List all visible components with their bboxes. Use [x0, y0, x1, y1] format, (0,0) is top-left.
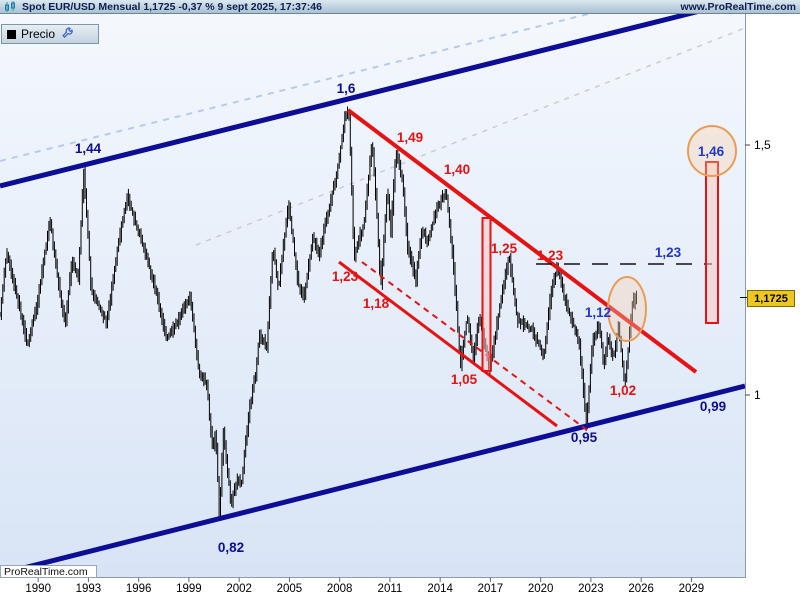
resistance-main-line[interactable] [346, 108, 698, 374]
channel-lower-line[interactable] [0, 383, 746, 577]
projection-box-2017[interactable] [481, 217, 492, 372]
price-annotation-8[interactable]: 1,18 [363, 296, 390, 311]
prorealtime-watermark: ProRealTime.com [0, 565, 97, 578]
price-annotation-3[interactable]: 1,40 [444, 162, 470, 177]
price-button-label: Precio [21, 27, 56, 41]
highlight-target-ellipse[interactable] [687, 125, 737, 177]
y-axis-label-0: 1,5 [754, 138, 771, 152]
x-axis-label-8: 2014 [427, 583, 453, 595]
website-label: www.ProRealTime.com [680, 0, 796, 13]
x-axis-label-10: 2020 [528, 583, 554, 595]
price-annotation-12[interactable]: 0,95 [571, 430, 598, 445]
projection-box-target[interactable] [705, 161, 719, 324]
price-annotation-6[interactable]: 1,23 [655, 245, 682, 260]
price-annotation-14[interactable]: 0,82 [218, 540, 244, 555]
window-title: Spot EUR/USD Mensual 1,1725 -0,37 % 9 se… [22, 0, 322, 13]
x-axis-label-4: 2002 [226, 583, 252, 595]
y-axis-label-1: 1 [754, 388, 761, 402]
x-axis-label-1: 1993 [76, 583, 102, 595]
price-annotation-4[interactable]: 1,25 [491, 241, 518, 256]
title-bar: Spot EUR/USD Mensual 1,1725 -0,37 % 9 se… [0, 0, 800, 14]
x-axis-label-3: 1999 [176, 583, 202, 595]
price-annotation-15[interactable]: 1,46 [698, 144, 725, 159]
highlight-breakout-ellipse[interactable] [607, 276, 647, 342]
wrench-icon[interactable] [60, 27, 75, 41]
right-margin [745, 14, 800, 600]
price-indicator-button[interactable]: Precio [1, 24, 99, 44]
price-annotation-9[interactable]: 1,05 [451, 372, 478, 387]
price-series [0, 106, 637, 520]
candlestick-icon [5, 0, 15, 12]
x-axis-label-11: 2023 [578, 583, 604, 595]
bottom-margin [0, 577, 746, 600]
price-annotation-5[interactable]: 1,23 [537, 248, 564, 263]
x-axis-label-2: 1996 [126, 583, 152, 595]
channel-outer-dashed-line[interactable] [0, 13, 589, 162]
x-axis-label-6: 2008 [327, 583, 353, 595]
channel-upper-line[interactable] [0, 8, 701, 189]
x-axis-label-12: 2026 [628, 583, 654, 595]
resistance-inner-dashed-line[interactable] [361, 261, 588, 431]
series-color-swatch [7, 29, 16, 39]
price-annotation-7[interactable]: 1,23 [332, 269, 359, 284]
price-annotation-0[interactable]: 1,44 [75, 141, 102, 156]
x-axis-label-9: 2017 [478, 583, 504, 595]
x-axis-label-7: 2011 [378, 583, 403, 595]
price-annotation-13[interactable]: 0,99 [700, 399, 726, 414]
x-axis-label-13: 2029 [679, 583, 705, 595]
resistance-inner-line[interactable] [338, 260, 558, 428]
plot-background [0, 14, 745, 577]
x-axis-label-0: 1990 [25, 583, 51, 595]
price-annotation-2[interactable]: 1,49 [397, 130, 423, 145]
last-price-tag: 1,1725 [747, 290, 795, 307]
price-annotation-11[interactable]: 1,02 [610, 383, 636, 398]
x-axis-label-5: 2005 [277, 583, 303, 595]
price-annotation-10[interactable]: 1,12 [585, 305, 611, 320]
price-annotation-1[interactable]: 1,6 [337, 81, 356, 96]
